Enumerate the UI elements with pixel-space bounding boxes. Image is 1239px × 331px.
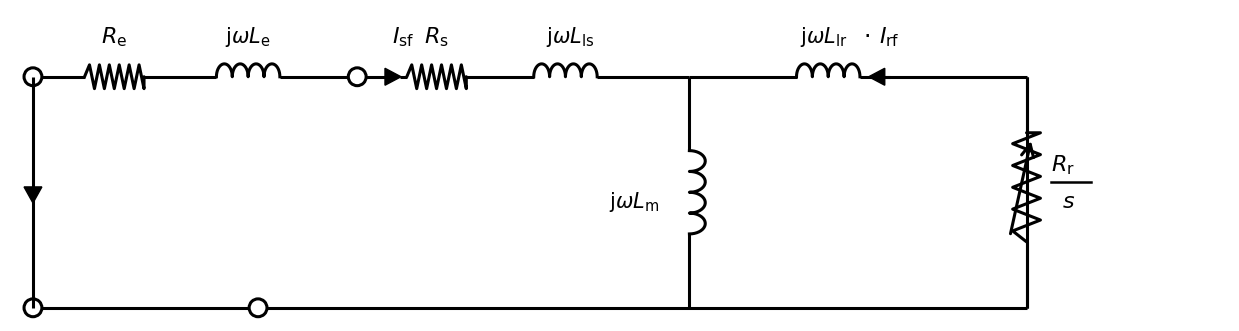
Polygon shape <box>869 68 885 85</box>
Text: $\mathit{R}_{\mathrm{r}}$: $\mathit{R}_{\mathrm{r}}$ <box>1052 154 1075 177</box>
Text: $\mathit{I}_{\mathrm{sf}}$: $\mathit{I}_{\mathrm{sf}}$ <box>392 25 414 49</box>
Text: $\cdot$: $\cdot$ <box>864 24 870 47</box>
Text: $\mathit{I}_{\mathrm{rf}}$: $\mathit{I}_{\mathrm{rf}}$ <box>880 25 900 49</box>
Text: $s$: $s$ <box>1062 191 1074 213</box>
Polygon shape <box>385 68 401 85</box>
Text: $\mathrm{j}\omega \mathit{L}_{\mathrm{m}}$: $\mathrm{j}\omega \mathit{L}_{\mathrm{m}… <box>610 190 659 214</box>
Text: $\mathrm{j}\omega \mathit{L}_{\mathrm{ls}}$: $\mathrm{j}\omega \mathit{L}_{\mathrm{ls… <box>546 25 595 49</box>
Text: $\mathit{R}_{\mathrm{s}}$: $\mathit{R}_{\mathrm{s}}$ <box>424 25 449 49</box>
Polygon shape <box>24 187 42 203</box>
Text: $\mathrm{j}\omega \mathit{L}_{\mathrm{lr}}$: $\mathrm{j}\omega \mathit{L}_{\mathrm{lr… <box>799 25 847 49</box>
Text: $\mathit{R}_{\mathrm{e}}$: $\mathit{R}_{\mathrm{e}}$ <box>102 25 128 49</box>
Text: $\mathrm{j}\omega \mathit{L}_{\mathrm{e}}$: $\mathrm{j}\omega \mathit{L}_{\mathrm{e}… <box>225 25 271 49</box>
